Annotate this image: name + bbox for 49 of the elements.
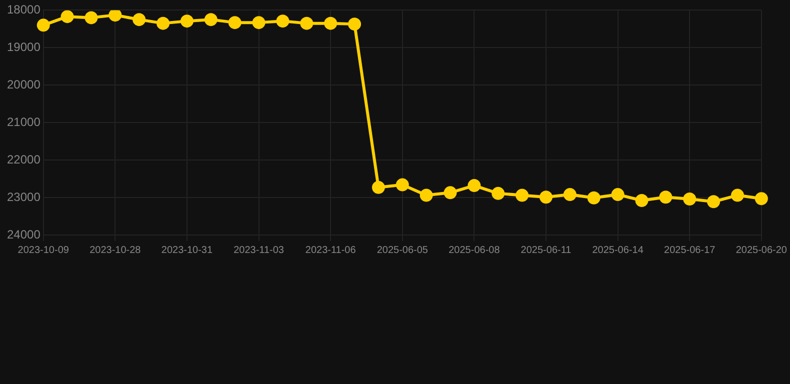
point	[324, 16, 338, 30]
y-tick-label: 19000	[6, 40, 41, 54]
point	[683, 192, 696, 206]
point	[635, 194, 648, 208]
point	[300, 16, 314, 30]
point	[444, 186, 457, 200]
point	[540, 190, 553, 204]
point	[36, 18, 50, 32]
point	[563, 188, 576, 202]
point	[132, 13, 146, 26]
point	[60, 10, 74, 24]
point	[180, 14, 194, 28]
point	[372, 180, 385, 194]
point	[707, 195, 720, 208]
point	[754, 192, 768, 206]
y-tick-label: 20000	[6, 77, 41, 92]
x-tick-label: 2025-06-17	[664, 244, 716, 256]
y-tick-label: 22000	[6, 152, 41, 166]
point	[252, 16, 266, 30]
point	[84, 11, 98, 24]
x-tick-label: 2025-06-08	[448, 244, 500, 256]
point	[420, 188, 433, 202]
x-tick-label: 2023-11-03	[234, 244, 284, 256]
y-tick-label: 23000	[6, 190, 41, 204]
point	[156, 16, 170, 30]
point	[468, 179, 481, 192]
point	[108, 10, 122, 22]
point	[228, 16, 242, 30]
x-tick-label: 2025-06-14	[592, 244, 644, 256]
x-tick-label: 2023-11-06	[305, 244, 356, 256]
point	[587, 191, 600, 204]
point	[204, 13, 218, 26]
y-tick-label: 18000	[6, 2, 41, 17]
point	[659, 190, 672, 204]
point	[348, 18, 362, 31]
x-tick-label: 2023-10-31	[161, 244, 213, 256]
x-tick-label: 2023-10-28	[90, 244, 142, 256]
point	[516, 188, 529, 202]
y-tick-label: 24000	[6, 227, 41, 242]
point	[492, 186, 505, 200]
y-tick-label: 21000	[6, 114, 41, 129]
point	[611, 188, 624, 202]
point	[730, 188, 744, 202]
x-tick-label: 2025-06-20	[736, 244, 788, 256]
x-tick-label: 2023-10-09	[18, 244, 70, 256]
point	[276, 14, 290, 28]
point	[396, 178, 409, 192]
x-tick-label: 2025-06-11	[520, 244, 572, 256]
x-tick-label: 2025-06-05	[376, 244, 428, 256]
